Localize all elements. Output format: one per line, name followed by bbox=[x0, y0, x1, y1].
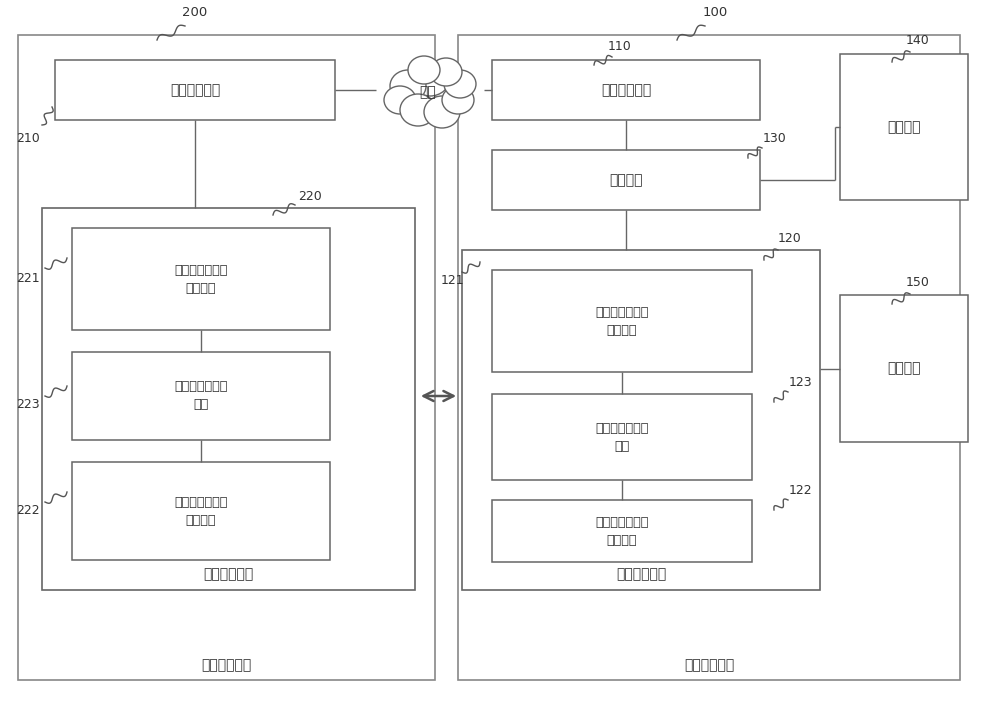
Text: 第二檢測信號通
信子單元: 第二檢測信號通 信子單元 bbox=[174, 496, 228, 527]
Text: 第一檢測信號生
成子單元: 第一檢測信號生 成子單元 bbox=[595, 306, 649, 337]
Text: 第二檢測信號生
成子單元: 第二檢測信號生 成子單元 bbox=[174, 264, 228, 294]
Text: 第二檢測單元: 第二檢測單元 bbox=[203, 567, 254, 581]
Ellipse shape bbox=[424, 96, 460, 128]
Text: 122: 122 bbox=[788, 484, 812, 496]
Bar bbox=[492, 270, 752, 372]
Bar bbox=[492, 500, 752, 562]
Bar bbox=[492, 394, 752, 480]
Text: 221: 221 bbox=[16, 272, 40, 284]
Ellipse shape bbox=[444, 70, 476, 98]
Text: 200: 200 bbox=[182, 6, 208, 18]
Bar bbox=[840, 295, 968, 442]
Ellipse shape bbox=[410, 60, 450, 96]
Bar bbox=[458, 35, 960, 680]
Bar bbox=[55, 60, 335, 120]
Text: 130: 130 bbox=[763, 131, 787, 145]
Text: 第一數模轉換子
單元: 第一數模轉換子 單元 bbox=[595, 421, 649, 452]
Text: 控制單元: 控制單元 bbox=[609, 173, 643, 187]
Bar bbox=[18, 35, 435, 680]
Bar bbox=[492, 60, 760, 120]
Text: 輸入單元: 輸入單元 bbox=[887, 120, 921, 134]
Text: 120: 120 bbox=[778, 232, 802, 245]
Text: 第一檢測單元: 第一檢測單元 bbox=[616, 567, 666, 581]
Text: 第二數模轉換子
單元: 第二數模轉換子 單元 bbox=[174, 381, 228, 411]
Ellipse shape bbox=[384, 86, 416, 114]
Text: 顯示單元: 顯示單元 bbox=[887, 362, 921, 376]
Ellipse shape bbox=[408, 56, 440, 84]
Bar bbox=[840, 54, 968, 200]
Text: 100: 100 bbox=[702, 6, 728, 18]
Text: 123: 123 bbox=[788, 376, 812, 389]
Text: 222: 222 bbox=[16, 503, 40, 516]
Bar bbox=[72, 228, 330, 330]
Text: 第一檢測平臺: 第一檢測平臺 bbox=[684, 658, 734, 672]
Text: 220: 220 bbox=[298, 189, 322, 203]
Bar bbox=[462, 250, 820, 590]
Bar bbox=[72, 352, 330, 440]
Text: 121: 121 bbox=[440, 274, 464, 286]
Bar bbox=[492, 150, 760, 210]
Text: 第二通信單元: 第二通信單元 bbox=[170, 83, 220, 97]
Text: 223: 223 bbox=[16, 398, 40, 411]
Text: 第二檢測平臺: 第二檢測平臺 bbox=[201, 658, 252, 672]
Ellipse shape bbox=[390, 70, 426, 102]
Text: 第一檢測信號通
信子單元: 第一檢測信號通 信子單元 bbox=[595, 515, 649, 547]
Text: 網絡: 網絡 bbox=[420, 85, 436, 99]
Text: 210: 210 bbox=[16, 131, 40, 145]
Bar bbox=[42, 208, 415, 590]
Text: 150: 150 bbox=[906, 276, 930, 289]
Ellipse shape bbox=[442, 86, 474, 114]
Ellipse shape bbox=[400, 94, 436, 126]
Ellipse shape bbox=[430, 58, 462, 86]
Text: 140: 140 bbox=[906, 33, 930, 47]
Text: 110: 110 bbox=[608, 40, 632, 52]
Text: 第一通信單元: 第一通信單元 bbox=[601, 83, 651, 97]
Bar bbox=[72, 462, 330, 560]
